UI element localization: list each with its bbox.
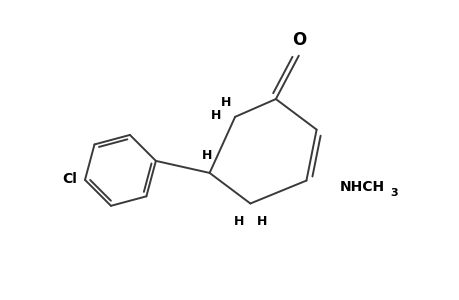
Text: H: H bbox=[220, 96, 230, 109]
Text: H: H bbox=[210, 110, 220, 122]
Text: NHCH: NHCH bbox=[339, 180, 384, 194]
Text: 3: 3 bbox=[390, 188, 397, 198]
Text: H: H bbox=[256, 215, 266, 228]
Text: O: O bbox=[291, 31, 305, 49]
Text: Cl: Cl bbox=[62, 172, 77, 186]
Text: H: H bbox=[202, 148, 212, 162]
Text: H: H bbox=[234, 215, 244, 228]
